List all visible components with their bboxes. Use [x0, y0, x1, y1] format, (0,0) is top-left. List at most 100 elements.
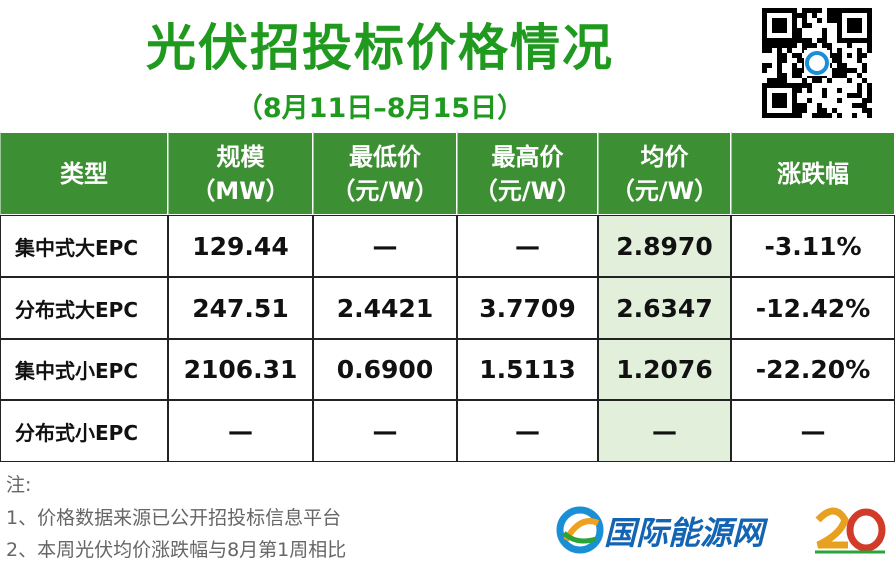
- cell-text: 分布式小EPC: [15, 420, 138, 445]
- header-text: （MW）: [191, 176, 290, 205]
- qr-module: [762, 63, 767, 68]
- qr-module: [862, 103, 867, 108]
- qr-module: [867, 48, 872, 53]
- qr-module: [837, 68, 842, 73]
- qr-module: [832, 68, 837, 73]
- qr-module: [862, 108, 867, 113]
- qr-module: [842, 63, 847, 68]
- qr-module: [837, 73, 842, 78]
- qr-module: [807, 38, 812, 43]
- qr-module: [867, 43, 872, 48]
- header-text: （元/W）: [473, 176, 582, 205]
- header-text: 类型: [60, 159, 108, 188]
- qr-module: [867, 83, 872, 88]
- brand-icon: [556, 506, 604, 554]
- qr-module: [807, 43, 812, 48]
- qr-module: [807, 88, 812, 93]
- qr-module: [812, 13, 817, 18]
- qr-module: [847, 78, 852, 83]
- qr-module: [767, 43, 772, 48]
- cell-text: -3.11%: [764, 231, 862, 261]
- qr-module: [797, 103, 802, 108]
- qr-module: [817, 113, 822, 118]
- header-text: 均价: [640, 142, 689, 171]
- qr-module: [847, 68, 852, 73]
- qr-module: [857, 83, 862, 88]
- cell-text: —: [515, 231, 540, 261]
- cell-text: 1.5113: [479, 355, 576, 384]
- qr-module: [822, 33, 827, 38]
- qr-module: [847, 53, 852, 58]
- qr-module: [832, 18, 837, 23]
- cell-text: —: [372, 416, 398, 446]
- qr-module: [842, 68, 847, 73]
- qr-module: [767, 48, 772, 53]
- table-cell: 2.8970: [598, 215, 731, 277]
- table-cell: —: [168, 400, 313, 462]
- qr-module: [857, 53, 862, 58]
- table-cell: 1.2076: [598, 339, 731, 400]
- qr-module: [762, 48, 767, 53]
- qr-module: [832, 13, 837, 18]
- cell-text: 集中式小EPC: [15, 359, 138, 383]
- qr-module: [792, 63, 797, 68]
- brand-name: 国际能源网: [604, 514, 765, 552]
- qr-module: [797, 28, 802, 33]
- table-cell: —: [457, 215, 598, 277]
- qr-module: [777, 58, 782, 63]
- qr-module: [772, 18, 787, 33]
- qr-module: [827, 18, 832, 23]
- qr-module: [862, 78, 867, 83]
- header-cell: 最高价 （元/W）: [457, 132, 598, 215]
- qr-module: [797, 58, 802, 63]
- qr-module: [797, 13, 802, 18]
- qr-module: [777, 73, 782, 78]
- header-cell: 最低价 （元/W）: [313, 132, 457, 215]
- table-cell: —: [598, 400, 731, 462]
- qr-module: [802, 23, 807, 28]
- qr-module: [782, 43, 787, 48]
- note-line: 1、价格数据来源已公开招投标信息平台: [6, 507, 342, 529]
- cell-text: 集中式大EPC: [15, 235, 138, 260]
- qr-module: [817, 108, 822, 113]
- qr-module: [847, 43, 852, 48]
- qr-module: [792, 68, 797, 73]
- qr-module: [837, 88, 842, 93]
- qr-module: [827, 13, 832, 18]
- qr-module: [832, 73, 837, 78]
- qr-module: [822, 113, 827, 118]
- qr-module: [862, 63, 867, 68]
- qr-module: [822, 38, 827, 43]
- qr-module: [802, 78, 807, 83]
- note-label: 注:: [6, 474, 32, 496]
- note-line: 2、本周光伏均价涨跌幅与8月第1周相比: [6, 539, 347, 561]
- qr-module: [837, 58, 842, 63]
- qr-code: [762, 8, 872, 118]
- table-cell: 0.6900: [313, 339, 457, 400]
- title: 光伏招投标价格情况: [146, 19, 614, 77]
- qr-module: [767, 78, 772, 83]
- qr-module: [817, 78, 822, 83]
- table-cell: 1.5113: [457, 339, 598, 400]
- qr-module: [792, 53, 797, 58]
- table-cell: -12.42%: [731, 277, 895, 339]
- qr-module: [857, 48, 862, 53]
- qr-module: [797, 113, 802, 118]
- qr-module: [802, 8, 807, 13]
- qr-module: [787, 48, 792, 53]
- qr-module: [817, 38, 822, 43]
- qr-logo: [805, 51, 829, 75]
- cell-text: —: [800, 416, 826, 446]
- qr-module: [777, 48, 782, 53]
- qr-module: [777, 53, 782, 58]
- qr-module: [852, 68, 857, 73]
- qr-module: [797, 108, 802, 113]
- table-cell: 129.44: [168, 215, 313, 277]
- qr-module: [762, 68, 767, 73]
- qr-module: [867, 113, 872, 118]
- qr-module: [782, 78, 787, 83]
- qr-module: [862, 53, 867, 58]
- table-cell: 247.51: [168, 277, 313, 339]
- cell-text: 2106.31: [183, 355, 298, 384]
- subtitle: （8月11日–8月15日）: [235, 93, 525, 124]
